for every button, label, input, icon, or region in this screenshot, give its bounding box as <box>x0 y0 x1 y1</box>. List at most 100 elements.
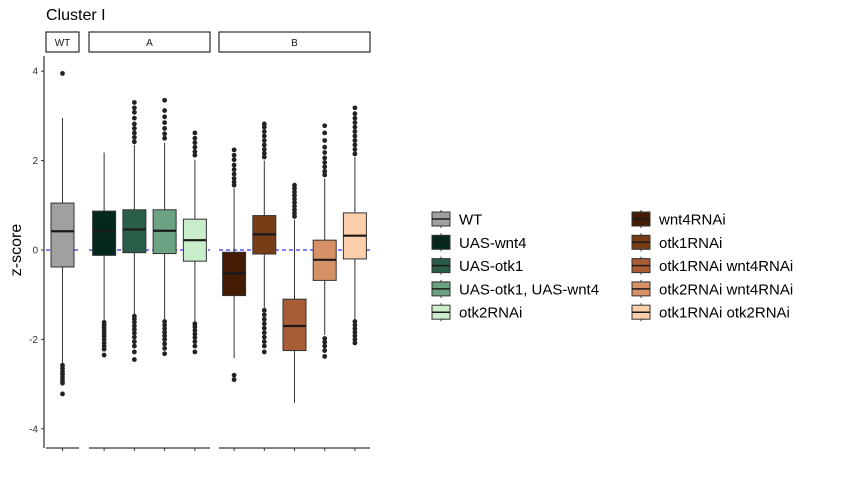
box-otk1rnai <box>252 121 277 451</box>
outlier-point <box>352 111 358 117</box>
outlier-point <box>192 144 198 150</box>
outlier-point <box>322 343 328 349</box>
panel-wt <box>46 71 79 451</box>
panel-b <box>219 105 370 451</box>
outlier-point <box>352 133 358 139</box>
outlier-point <box>131 334 137 340</box>
outlier-point <box>192 140 198 146</box>
outlier-point <box>261 325 267 331</box>
outlier-point <box>131 109 137 115</box>
outlier-point <box>292 189 297 195</box>
legend-label: otk1RNAi wnt4RNAi <box>659 258 793 275</box>
outlier-point <box>231 372 237 378</box>
outlier-point <box>322 130 328 136</box>
outlier-point <box>162 329 168 335</box>
box-iqr <box>122 209 147 254</box>
facet-strip-a <box>88 31 211 53</box>
outlier-point <box>322 348 328 353</box>
legend-label: otk1RNAi otk2RNAi <box>659 305 790 322</box>
outlier-point <box>292 182 297 188</box>
outlier-point <box>192 152 198 158</box>
outlier-point <box>192 343 198 349</box>
y-tick-label: 2 <box>32 156 38 167</box>
outlier-point <box>131 320 137 325</box>
outlier-point <box>60 71 65 76</box>
outlier-point <box>261 312 267 318</box>
outlier-point <box>352 322 358 328</box>
outlier-point <box>352 329 358 335</box>
box-wnt4rnai <box>222 147 247 451</box>
facet-strip-wt <box>45 31 80 53</box>
box-iqr <box>92 210 117 256</box>
legend-key-otk1rnai <box>631 233 651 252</box>
legend-key-uas-wnt4 <box>431 233 451 252</box>
outlier-point <box>261 316 267 322</box>
outlier-point <box>131 105 137 111</box>
outlier-point <box>162 108 168 113</box>
y-tick-label: 0 <box>32 246 38 257</box>
outlier-point <box>131 121 137 127</box>
legend-label: UAS-otk1 <box>459 258 523 275</box>
y-tick-label: -4 <box>29 424 38 435</box>
outlier-point <box>162 345 168 351</box>
outlier-point <box>162 322 168 328</box>
outlier-point <box>192 339 198 345</box>
outlier-point <box>162 114 168 120</box>
outlier-point <box>261 151 267 156</box>
outlier-point <box>322 150 328 155</box>
outlier-point <box>101 337 107 342</box>
outlier-point <box>131 126 137 131</box>
outlier-point <box>322 123 328 129</box>
outlier-point <box>131 327 137 332</box>
legend-key-otk2rnai <box>431 303 451 322</box>
outlier-point <box>292 207 297 213</box>
outlier-point <box>192 135 198 141</box>
box-otk2rnai <box>182 130 207 451</box>
outlier-point <box>162 351 168 357</box>
outlier-point <box>162 337 168 342</box>
legend-key-otk2rnai-wnt4rnai <box>631 279 651 298</box>
outlier-point <box>60 380 65 386</box>
legend-label: otk2RNAi wnt4RNAi <box>659 281 793 298</box>
outlier-point <box>352 333 358 339</box>
outlier-point <box>261 133 267 139</box>
box-otk2rnai-wnt4rnai <box>312 123 337 451</box>
legend: WT UAS-wnt4 UAS-otk1 UAS-otk1, UAS-wnt4 otk2… <box>431 210 793 322</box>
outlier-point <box>162 326 168 332</box>
legend-label: UAS-wnt4 <box>459 235 527 252</box>
outlier-point <box>131 343 137 349</box>
outlier-point <box>352 151 358 157</box>
outlier-point <box>261 349 267 355</box>
outlier-point <box>352 129 358 134</box>
outlier-point <box>322 353 328 359</box>
outlier-point <box>261 334 267 340</box>
outlier-point <box>101 346 107 352</box>
legend-label: otk2RNAi <box>459 305 522 322</box>
y-axis: -4 -2 0 2 4 <box>29 56 45 448</box>
outlier-point <box>131 130 137 136</box>
outlier-point <box>231 162 237 168</box>
outlier-point <box>322 138 328 143</box>
outlier-point <box>192 130 198 136</box>
outlier-point <box>352 138 358 143</box>
outlier-point <box>192 331 198 337</box>
outlier-point <box>352 120 358 126</box>
outlier-point <box>192 149 198 155</box>
box-wt <box>50 71 75 451</box>
outlier-point <box>322 336 328 341</box>
outlier-point <box>131 139 137 145</box>
outlier-point <box>352 105 358 111</box>
outlier-point <box>131 357 137 362</box>
outlier-point <box>192 328 198 333</box>
legend-label: wnt4RNAi <box>658 212 726 229</box>
outlier-point <box>162 319 168 324</box>
outlier-point <box>261 121 267 127</box>
outlier-point <box>322 159 328 165</box>
outlier-point <box>352 124 358 130</box>
panel-a <box>89 97 210 451</box>
outlier-point <box>231 171 237 177</box>
y-tick-label: -2 <box>29 335 38 346</box>
outlier-point <box>322 164 328 170</box>
box-uas-otk1 <box>122 100 147 451</box>
